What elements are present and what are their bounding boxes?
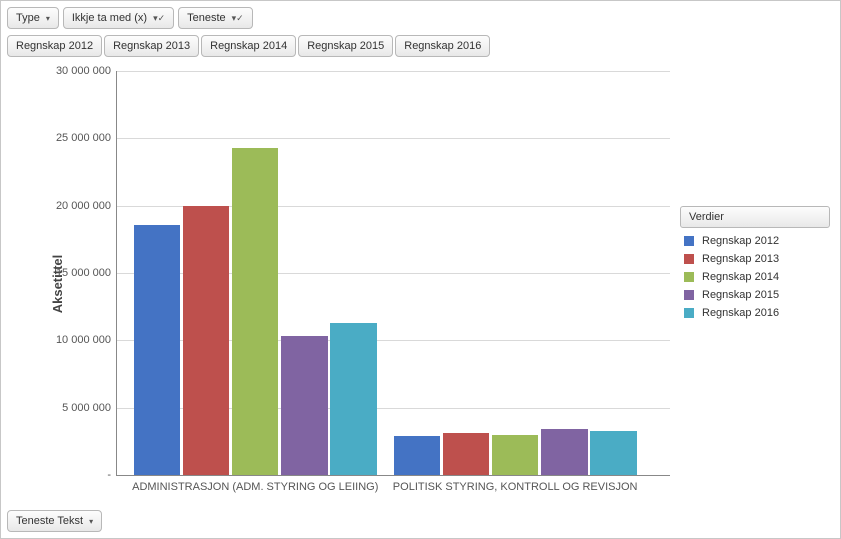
x-tick-label: POLITISK STYRING, KONTROLL OG REVISJON — [393, 475, 638, 493]
legend-label: Regnskap 2016 — [702, 307, 779, 319]
exclude-label: Ikkje ta med (x) — [72, 12, 147, 24]
tab-label: Regnskap 2016 — [404, 40, 481, 52]
bar — [394, 436, 440, 475]
filter-icon: ▾✓ — [153, 13, 165, 24]
y-axis-label: Aksetittel — [50, 254, 65, 313]
tab-regnskap-2013[interactable]: Regnskap 2013 — [104, 35, 199, 57]
tab-label: Regnskap 2013 — [113, 40, 190, 52]
teneste-label: Teneste — [187, 12, 226, 24]
teneste-tekst-dropdown[interactable]: Teneste Tekst ▾ — [7, 510, 102, 532]
exclude-dropdown[interactable]: Ikkje ta med (x) ▾✓ — [63, 7, 174, 29]
legend-item: Regnskap 2015 — [680, 286, 830, 304]
legend-item: Regnskap 2013 — [680, 250, 830, 268]
y-tick-label: 20 000 000 — [56, 200, 117, 212]
legend-label: Regnskap 2012 — [702, 235, 779, 247]
y-tick-label: 15 000 000 — [56, 267, 117, 279]
chart-area: Aksetittel -5 000 00010 000 00015 000 00… — [26, 61, 830, 506]
bar — [492, 435, 538, 475]
legend-item: Regnskap 2014 — [680, 268, 830, 286]
legend-item: Regnskap 2012 — [680, 232, 830, 250]
legend-swatch — [684, 308, 694, 318]
legend-swatch — [684, 290, 694, 300]
bar — [330, 323, 376, 475]
bar — [134, 225, 180, 475]
legend-swatch — [684, 236, 694, 246]
y-tick-label: - — [107, 469, 117, 481]
y-tick-label: 10 000 000 — [56, 334, 117, 346]
bar — [281, 336, 327, 475]
y-tick-label: 5 000 000 — [62, 402, 117, 414]
y-tick-label: 30 000 000 — [56, 65, 117, 77]
type-dropdown[interactable]: Type ▾ — [7, 7, 59, 29]
plot-region: -5 000 00010 000 00015 000 00020 000 000… — [116, 71, 670, 476]
chevron-down-icon: ▾ — [89, 517, 93, 526]
legend-swatch — [684, 254, 694, 264]
legend-label: Regnskap 2015 — [702, 289, 779, 301]
legend-swatch — [684, 272, 694, 282]
legend-title: Verdier — [680, 206, 830, 228]
tab-label: Regnskap 2014 — [210, 40, 287, 52]
tab-regnskap-2014[interactable]: Regnskap 2014 — [201, 35, 296, 57]
chevron-down-icon: ▾ — [46, 14, 50, 23]
gridline — [117, 71, 670, 72]
legend-label: Regnskap 2013 — [702, 253, 779, 265]
legend-item: Regnskap 2016 — [680, 304, 830, 322]
filter-icon: ▾✓ — [232, 13, 244, 24]
teneste-dropdown[interactable]: Teneste ▾✓ — [178, 7, 253, 29]
series-tabs: Regnskap 2012 Regnskap 2013 Regnskap 201… — [7, 35, 490, 57]
bottom-pill-label: Teneste Tekst — [16, 515, 83, 527]
tab-label: Regnskap 2012 — [16, 40, 93, 52]
legend-label: Regnskap 2014 — [702, 271, 779, 283]
bar — [443, 433, 489, 475]
bar — [183, 206, 229, 475]
bar — [590, 431, 636, 475]
x-tick-label: ADMINISTRASJON (ADM. STYRING OG LEIING) — [132, 475, 378, 493]
legend: Verdier Regnskap 2012 Regnskap 2013 Regnsk… — [680, 206, 830, 322]
filter-toolbar: Type ▾ Ikkje ta med (x) ▾✓ Teneste ▾✓ — [7, 7, 253, 29]
bar — [232, 148, 278, 475]
tab-regnskap-2015[interactable]: Regnskap 2015 — [298, 35, 393, 57]
tab-regnskap-2012[interactable]: Regnskap 2012 — [7, 35, 102, 57]
tab-label: Regnskap 2015 — [307, 40, 384, 52]
app-canvas: Type ▾ Ikkje ta med (x) ▾✓ Teneste ▾✓ Re… — [0, 0, 841, 539]
tab-regnskap-2016[interactable]: Regnskap 2016 — [395, 35, 490, 57]
gridline — [117, 138, 670, 139]
bar — [541, 429, 587, 475]
type-label: Type — [16, 12, 40, 24]
y-tick-label: 25 000 000 — [56, 132, 117, 144]
